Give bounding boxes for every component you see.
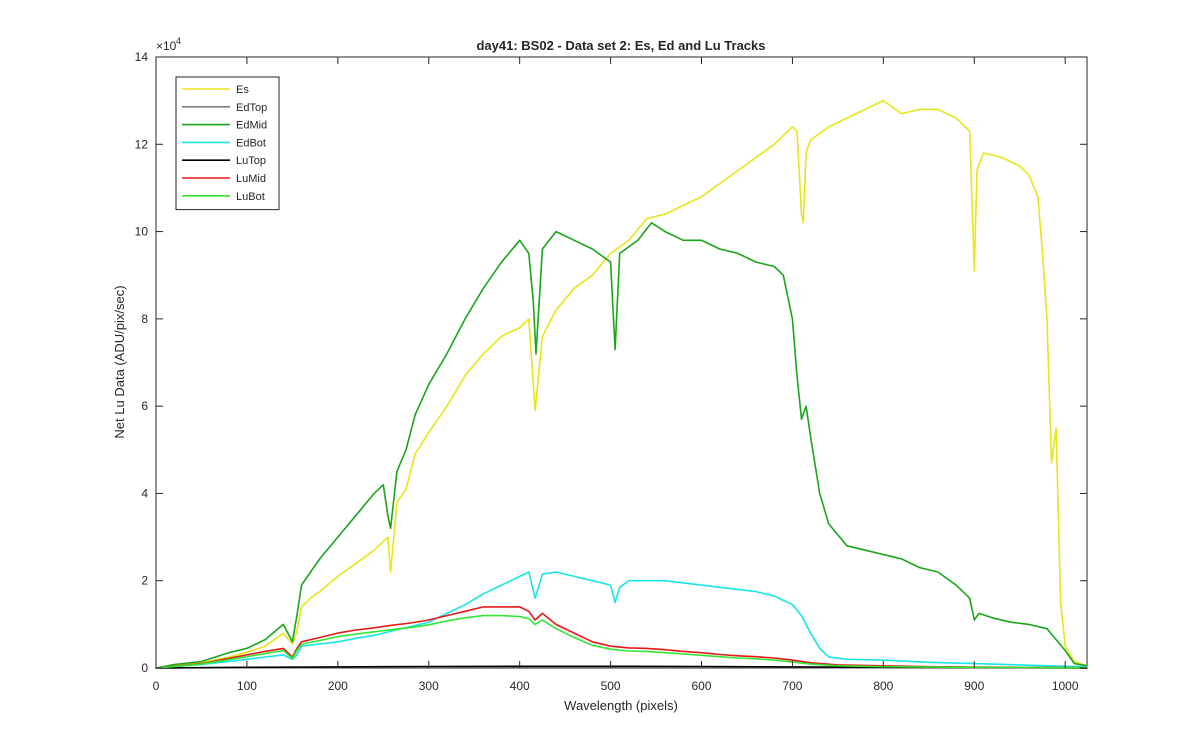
x-tick-label: 500 xyxy=(601,679,621,693)
y-tick-label: 0 xyxy=(141,661,148,675)
legend-label-lutop: LuTop xyxy=(236,155,266,167)
x-tick-label: 400 xyxy=(510,679,530,693)
tick-layer: 0 100 200 300 400 500 600 700 800 900 1000 0 2 4 6 8 10 1… xyxy=(135,50,1087,693)
y-tick-label: 4 xyxy=(141,486,148,500)
x-tick-label: 100 xyxy=(237,679,257,693)
y-axis-label: Net Lu Data (ADU/pix/sec) xyxy=(112,285,127,438)
y-exponent-label: ×10 4 xyxy=(156,36,181,53)
y-tick-label: 14 xyxy=(135,50,149,64)
x-axis-label: Wavelength (pixels) xyxy=(564,698,678,713)
series-line-lubot xyxy=(155,614,1088,669)
legend-label-edtop: EdTop xyxy=(236,102,267,114)
legend-label-es: Es xyxy=(236,84,249,96)
chart-title: day41: BS02 - Data set 2: Es, Ed and Lu … xyxy=(476,38,765,53)
x-tick-label: 600 xyxy=(691,679,711,693)
series-layer xyxy=(155,99,1088,669)
x-tick-label: 0 xyxy=(153,679,160,693)
x-tick-label: 300 xyxy=(419,679,439,693)
axes-frame xyxy=(155,56,1088,669)
x-tick-label: 900 xyxy=(964,679,984,693)
y-tick-label: 6 xyxy=(141,399,148,413)
legend-label-lumid: LuMid xyxy=(236,173,266,185)
series-line-edbot xyxy=(155,571,1088,669)
y-tick-label: 10 xyxy=(135,225,149,239)
y-tick-label: 8 xyxy=(141,312,148,326)
series-line-edmid xyxy=(155,222,1088,669)
series-line-es xyxy=(155,99,1088,669)
y-tick-label: 2 xyxy=(141,574,148,588)
legend-box xyxy=(175,76,280,211)
plot-area: 0 100 200 300 400 500 600 700 800 900 1000 0 2 4 6 8 10 1… xyxy=(135,50,1088,693)
legend-label-lubot: LuBot xyxy=(236,191,265,203)
series-line-lumid xyxy=(155,606,1088,669)
y-tick-label: 12 xyxy=(135,137,149,151)
y-exponent-power: 4 xyxy=(176,36,181,46)
legend: Es EdTop EdMid EdBot LuTop LuMid LuBot xyxy=(175,76,280,211)
legend-label-edbot: EdBot xyxy=(236,137,266,149)
x-tick-label: 700 xyxy=(782,679,802,693)
x-tick-label: 800 xyxy=(873,679,893,693)
x-tick-label: 200 xyxy=(328,679,348,693)
x-tick-label: 1000 xyxy=(1052,679,1079,693)
legend-label-edmid: EdMid xyxy=(236,120,267,132)
y-exponent-base: ×10 xyxy=(156,39,177,53)
